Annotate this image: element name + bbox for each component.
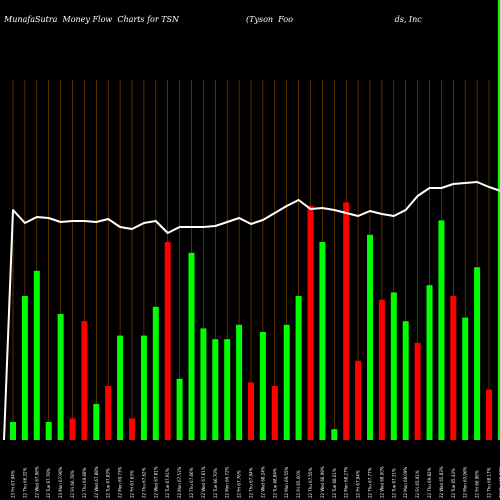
money-flow-bar: [57, 314, 64, 440]
money-flow-bar: [33, 270, 40, 440]
money-flow-bar: [414, 342, 421, 440]
money-flow-bar: [176, 378, 183, 440]
money-flow-bar: [224, 339, 231, 440]
x-tick-label: 22 Mon 69.73%: [118, 466, 123, 498]
money-flow-bar: [271, 386, 278, 440]
x-tick-label: 22 Mon 66.72%: [225, 466, 230, 498]
money-flow-bar: [93, 404, 100, 440]
money-flow-bar: [331, 429, 338, 440]
money-flow-bar: [462, 317, 469, 440]
x-tick-label: 22 Wed 67.81%: [153, 466, 158, 498]
x-tick-label: 22 Wed 67.88%: [94, 466, 99, 498]
price-line: [3, 181, 500, 441]
x-tick-label: 22 Fri 66.78%: [70, 470, 75, 498]
chart-title: MunafaSutra Money Flow Charts for TSN: [4, 15, 180, 24]
money-flow-bar: [117, 335, 124, 440]
money-flow-bar: [81, 321, 88, 440]
x-tick-label: 22 Wed 66.99%: [320, 466, 325, 498]
x-tick-label: 22 Mon 63.96%: [463, 466, 468, 498]
money-flow-bar: [283, 324, 290, 440]
x-tick-label: 23 Mon 67.90%: [58, 466, 63, 498]
x-tick-label: 22 Fri 65.00%: [296, 470, 301, 498]
money-flow-bar: [426, 285, 433, 440]
x-tick-label: 22 Fri 65.91%: [415, 470, 420, 498]
x-tick-label: 22 Wed 65.83%: [439, 466, 444, 498]
x-tick-label: 22 Fri 66.96%: [475, 470, 480, 498]
x-tick-label: 22 Tue 68.84%: [272, 468, 277, 498]
x-tick-label: 22 Fri 67.94%: [356, 470, 361, 498]
x-tick-label: 22 Wed 67.96%: [34, 466, 39, 498]
money-flow-bar: [378, 299, 385, 440]
x-tick-label: 22 Thu 67.94%: [249, 467, 254, 498]
x-tick-label: 22 Thu 67.55%: [308, 467, 313, 498]
money-flow-bar: [45, 422, 52, 440]
money-flow-bar: [295, 296, 302, 440]
money-flow-bar: [10, 422, 16, 440]
x-tick-label: 22 Thu 67.66%: [189, 467, 194, 498]
x-tick-label: 22 Tue 67.31%: [391, 468, 396, 498]
money-flow-bar: [438, 220, 445, 440]
money-flow-bar: [236, 324, 243, 440]
money-flow-bar: [188, 252, 195, 440]
money-flow-bar: [105, 386, 112, 440]
money-flow-bar: [69, 418, 76, 440]
x-tick-label: 22 Wed 68.24%: [260, 466, 265, 498]
x-tick-label: 22 Tue 67.83%: [106, 468, 111, 498]
x-tick-label: 22 Tue 66.70%: [213, 468, 218, 498]
x-tick-label: 22 Thu 66.32%: [22, 467, 27, 498]
money-flow-bar: [474, 267, 481, 440]
x-tick-label: 22 Mon 67.51%: [177, 466, 182, 498]
money-flow-bar: [367, 234, 373, 440]
x-tick-label: 22 Tue 67.91%: [165, 468, 170, 498]
money-flow-bar: [319, 242, 326, 440]
money-flow-bar: [390, 292, 397, 440]
money-flow-bar: [248, 382, 254, 440]
x-tick-label: 22 Thu 69.68%: [82, 467, 87, 498]
x-tick-label: 22 Mon 68.27%: [344, 466, 349, 498]
x-tick-label: 22 Thu 69.82%: [427, 467, 432, 498]
x-tick-label: 23 Fri 67.94%: [11, 470, 16, 498]
money-flow-bar: [355, 360, 362, 440]
x-tick-label: 22 Fri 67.76%: [237, 470, 242, 498]
money-flow-bar: [140, 335, 147, 440]
money-flow-bar: [212, 339, 219, 440]
money-flow-bar: [259, 332, 266, 440]
x-tick-label: 22 Wed 66.93%: [498, 466, 500, 498]
money-flow-bar: [152, 306, 159, 440]
x-tick-label: 22 Thu 67.62%: [141, 467, 146, 498]
x-tick-label: 22 Tue 68.01%: [332, 468, 337, 498]
money-flow-bar: [450, 296, 457, 440]
money-flow-bar: [129, 418, 135, 440]
money-flow-bar: [402, 321, 409, 440]
x-tick-label: 22 Fri 67.63%: [130, 470, 135, 498]
x-tick-label: 22 Thu 67.77%: [368, 467, 373, 498]
money-flow-bar: [200, 328, 207, 440]
x-tick-label: 22 Mon 68.09%: [403, 466, 408, 498]
chart-title-company: (Tyson Foo ds, Inc: [246, 15, 422, 24]
money-flow-bar: [21, 296, 28, 440]
money-flow-bar: [164, 242, 171, 440]
x-tick-label: 22 Tue 67.76%: [46, 468, 51, 498]
x-tick-label: 22 Mon 69.55%: [284, 466, 289, 498]
x-tick-label: 22 Tue 65.43%: [451, 468, 456, 498]
x-tick-label: 22 Wed 67.61%: [201, 466, 206, 498]
money-flow-bar: [486, 389, 492, 440]
x-tick-label: 22 Wed 68.00%: [379, 466, 384, 498]
money-flow-bar: [497, 0, 500, 440]
x-tick-label: 22 Thu 68.17%: [487, 467, 492, 498]
money-flow-bar: [307, 206, 314, 440]
money-flow-bar: [343, 202, 350, 440]
